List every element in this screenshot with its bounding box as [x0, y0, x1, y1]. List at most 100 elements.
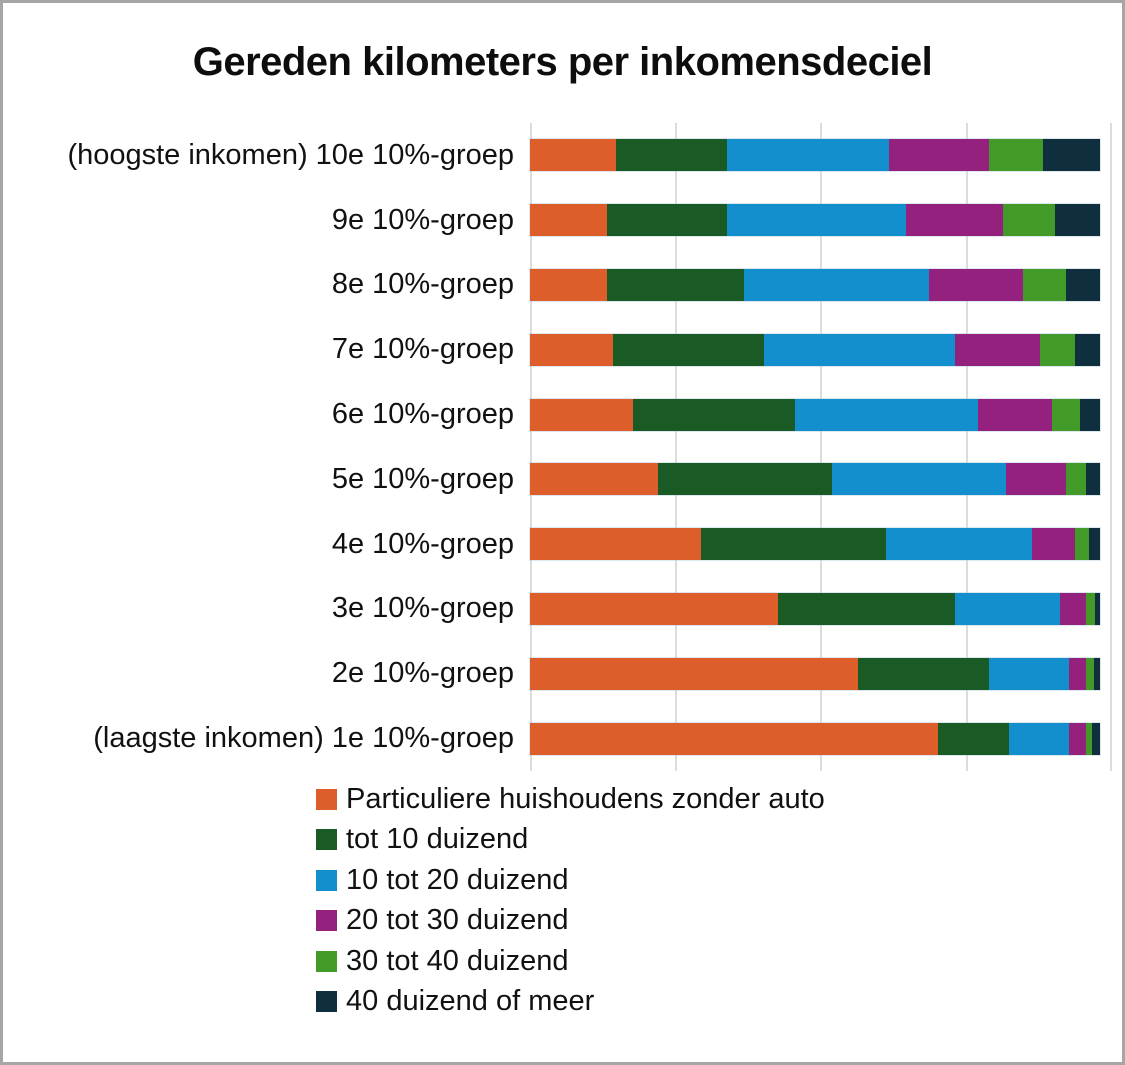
- bar-segment: [1040, 333, 1075, 366]
- bar-segment: [989, 139, 1044, 172]
- bar-segment: [615, 139, 727, 172]
- legend-item: 40 duizend of meer: [316, 982, 1122, 1023]
- category-label: 9e 10%-groep: [331, 203, 514, 236]
- chart-row: 5e 10%-groep: [3, 447, 1122, 512]
- bar-segment: [607, 204, 727, 237]
- bar-segment: [1003, 204, 1055, 237]
- bar-segment: [701, 528, 887, 561]
- gridline: [965, 123, 968, 771]
- bar-segment: [607, 268, 744, 301]
- bar-segment: [778, 592, 955, 625]
- category-label: (hoogste inkomen) 10e 10%-groep: [67, 138, 514, 171]
- bar-segment: [530, 657, 858, 690]
- legend-swatch: [316, 869, 337, 891]
- bar-segment: [1060, 592, 1087, 625]
- bar-segment: [1031, 528, 1075, 561]
- stacked-bar: [530, 722, 1101, 755]
- stacked-bar: [530, 463, 1101, 496]
- stacked-bar: [530, 333, 1101, 366]
- gridline-overlay: [530, 123, 1112, 771]
- bar-segment: [906, 204, 1004, 237]
- bar-segment: [726, 139, 890, 172]
- bar-segment: [530, 398, 633, 431]
- bar-segment: [632, 398, 796, 431]
- bar-segment: [937, 722, 1010, 755]
- chart-rows: (hoogste inkomen) 10e 10%-groep 9e 10%-gr…: [3, 123, 1122, 771]
- category-label: 5e 10%-groep: [331, 462, 514, 495]
- chart-row: 3e 10%-groep: [3, 577, 1122, 642]
- bar-segment: [1043, 139, 1101, 172]
- bar-segment: [1093, 657, 1101, 690]
- bar-segment: [857, 657, 990, 690]
- legend-item: 30 tot 40 duizend: [316, 941, 1122, 982]
- bar-segment: [1009, 722, 1069, 755]
- bar-segment: [1068, 657, 1087, 690]
- bar-track: [530, 253, 1112, 318]
- bar-segment: [1066, 463, 1087, 496]
- bar-segment: [989, 657, 1069, 690]
- bar-segment: [1074, 333, 1101, 366]
- legend-item: Particuliere huishoudens zonder auto: [316, 779, 1122, 820]
- bar-segment: [1086, 592, 1095, 625]
- legend-swatch: [316, 910, 337, 932]
- gridline: [674, 123, 677, 771]
- legend-swatch: [316, 950, 337, 972]
- chart-title: Gereden kilometers per inkomensdeciel: [192, 40, 933, 84]
- legend-item: tot 10 duizend: [316, 820, 1122, 861]
- category-label: 2e 10%-groep: [331, 657, 514, 690]
- chart-row: 8e 10%-groep: [3, 253, 1122, 318]
- legend-swatch: [316, 991, 337, 1013]
- bar-track: [530, 447, 1112, 512]
- bar-segment: [530, 592, 779, 625]
- bar-segment: [1066, 268, 1101, 301]
- bar-segment: [977, 398, 1052, 431]
- bar-segment: [1074, 528, 1089, 561]
- bar-track: [530, 577, 1112, 642]
- bar-segment: [1091, 722, 1101, 755]
- bar-segment: [612, 333, 764, 366]
- bar-track: [530, 641, 1112, 706]
- bar-segment: [530, 528, 702, 561]
- stacked-bar: [530, 204, 1101, 237]
- bar-segment: [954, 592, 1061, 625]
- chart-row: (hoogste inkomen) 10e 10%-groep: [3, 123, 1122, 188]
- legend-label: Particuliere huishoudens zonder auto: [346, 782, 825, 815]
- bar-segment: [889, 139, 990, 172]
- legend-item: 10 tot 20 duizend: [316, 860, 1122, 901]
- legend-swatch: [316, 829, 337, 851]
- bar-segment: [795, 398, 978, 431]
- gridline: [820, 123, 822, 771]
- bar-segment: [1094, 592, 1101, 625]
- bar-segment: [1080, 398, 1101, 431]
- bar-track: [530, 188, 1112, 253]
- bar-track: [530, 317, 1112, 382]
- bar-track: [530, 706, 1112, 771]
- stacked-bar: [530, 592, 1101, 625]
- stacked-bar: [530, 528, 1101, 561]
- bar-segment: [726, 204, 907, 237]
- bar-track: [530, 123, 1112, 188]
- bar-track: [530, 382, 1112, 447]
- legend-label: 10 tot 20 duizend: [346, 863, 569, 896]
- chart-row: 2e 10%-groep: [3, 641, 1122, 706]
- bar-segment: [1051, 398, 1081, 431]
- bar-segment: [886, 528, 1032, 561]
- bar-segment: [954, 333, 1041, 366]
- stacked-bar: [530, 268, 1101, 301]
- bar-track: [530, 512, 1112, 577]
- bar-segment: [763, 333, 955, 366]
- bar-segment: [530, 204, 607, 237]
- chart-row: 9e 10%-groep: [3, 188, 1122, 253]
- category-label: (laagste inkomen) 1e 10%-groep: [93, 722, 514, 755]
- bar-segment: [743, 268, 930, 301]
- gridline: [1110, 123, 1112, 771]
- stacked-bar: [530, 657, 1101, 690]
- category-label: 7e 10%-groep: [331, 333, 514, 366]
- bar-segment: [530, 139, 616, 172]
- bar-segment: [530, 722, 938, 755]
- bar-segment: [658, 463, 833, 496]
- legend-swatch: [316, 788, 337, 810]
- chart-row: 6e 10%-groep: [3, 382, 1122, 447]
- bar-segment: [1006, 463, 1067, 496]
- stacked-bar-chart: (hoogste inkomen) 10e 10%-groep 9e 10%-gr…: [3, 123, 1122, 771]
